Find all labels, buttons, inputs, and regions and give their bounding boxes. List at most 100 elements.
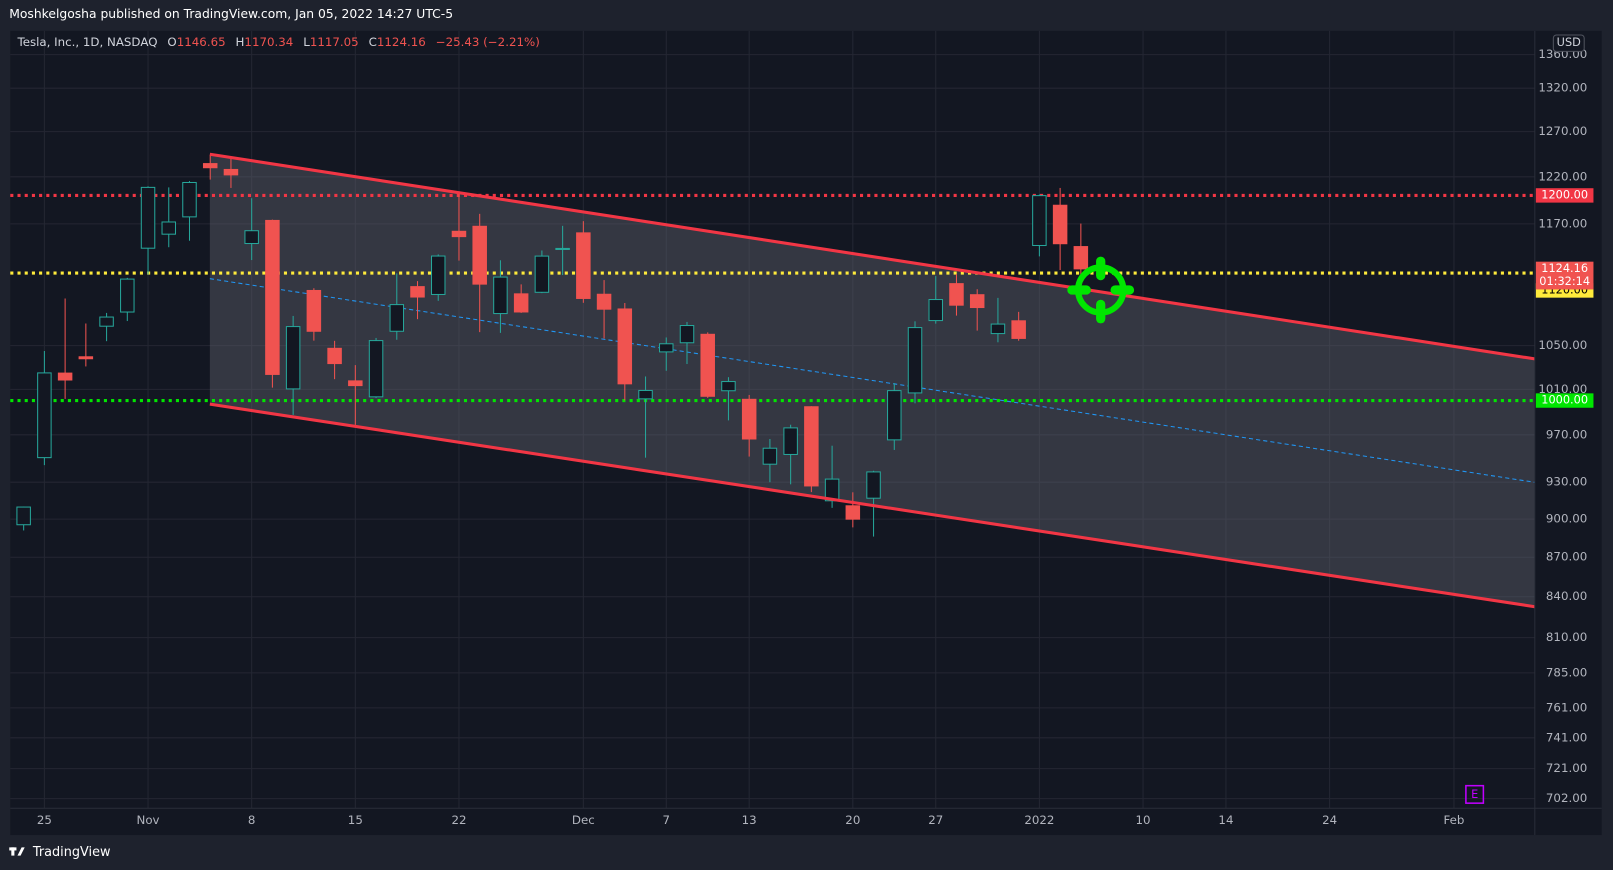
last-price-label: 1124.16 — [1541, 262, 1588, 275]
x-tick-label: Dec — [572, 813, 595, 827]
y-tick-label: 930.00 — [1546, 475, 1587, 489]
y-tick-label: 1170.00 — [1538, 216, 1587, 230]
x-tick-label: 10 — [1136, 813, 1151, 827]
y-tick-label: 1320.00 — [1538, 81, 1587, 95]
candle-body — [37, 372, 52, 459]
grid — [10, 30, 1535, 809]
candle-body — [57, 372, 73, 381]
candle-body — [638, 389, 653, 400]
y-tick-label: 702.00 — [1546, 791, 1587, 805]
x-tick-label: 13 — [742, 813, 757, 827]
candle-body — [430, 255, 446, 295]
candle-body — [513, 293, 529, 313]
footer-logo — [9, 847, 25, 856]
price-lines — [10, 193, 1535, 403]
channel-upper — [209, 152, 1536, 361]
candle-body — [555, 247, 570, 250]
candle-body — [576, 232, 591, 299]
y-tick-label: 785.00 — [1546, 665, 1587, 679]
candle-body — [1073, 246, 1089, 270]
ohlc-letter: L — [303, 35, 310, 49]
x-tick-label: 8 — [248, 813, 256, 827]
footer-brand: TradingView — [32, 845, 111, 860]
earnings-marker[interactable]: E — [1471, 788, 1478, 801]
candle-body — [410, 286, 425, 298]
candle-body — [472, 225, 487, 285]
candle-body — [223, 168, 239, 176]
legend: Tesla, Inc., 1D, NASDAQ O1146.65 H1170.3… — [16, 35, 539, 49]
low-value: 1117.05 — [310, 35, 359, 49]
candle-body — [1011, 320, 1026, 339]
y-tick-label: 840.00 — [1546, 589, 1587, 603]
candle-body — [78, 356, 94, 360]
countdown: 01:32:14 — [1539, 275, 1590, 288]
x-tick-label: 22 — [451, 813, 466, 827]
candle-body — [617, 308, 633, 385]
currency: USD — [1557, 36, 1581, 49]
candles — [16, 155, 1089, 537]
symbol: Tesla, Inc., 1D, NASDAQ — [16, 35, 157, 49]
candle-body — [306, 289, 322, 332]
x-tick-label: 2022 — [1024, 813, 1054, 827]
candle-body — [120, 278, 135, 313]
candle-body — [762, 447, 778, 465]
candle-body — [741, 398, 757, 440]
y-tick-label: 1220.00 — [1538, 169, 1587, 183]
x-tick-label: 27 — [928, 813, 943, 827]
y-tick-label: 1270.00 — [1538, 124, 1587, 138]
x-tick-label: 14 — [1218, 813, 1233, 827]
y-tick-label: 741.00 — [1546, 730, 1587, 744]
candle-body — [99, 316, 114, 327]
high-value: 1170.34 — [244, 35, 293, 49]
candle-body — [244, 230, 259, 245]
x-tick-label: 15 — [348, 813, 363, 827]
currency-box — [1552, 34, 1585, 52]
ohlc-letter: H — [236, 35, 245, 49]
y-tick-label: 810.00 — [1546, 630, 1587, 644]
candle-body — [327, 347, 342, 365]
candle-body — [368, 340, 384, 398]
price-line-label: 1000.00 — [1541, 394, 1588, 407]
candle-body — [990, 323, 1006, 335]
x-tick-label: Nov — [136, 813, 159, 827]
earnings-box[interactable] — [1465, 784, 1485, 804]
axis-labels: 1360.001320.001270.001220.001170.001050.… — [37, 47, 1594, 827]
target-icon — [1067, 256, 1135, 324]
close-value: 1124.16 — [377, 35, 426, 49]
candle-body — [804, 406, 819, 487]
candle-body — [866, 471, 881, 499]
last-price-box — [1535, 261, 1594, 290]
candle-body — [721, 381, 736, 392]
candle-body — [1052, 204, 1068, 245]
price-line-label: 1200.00 — [1541, 188, 1588, 201]
candle-body — [534, 255, 550, 293]
y-tick-label: 870.00 — [1546, 550, 1587, 564]
publisher-header: Moshkelgosha published on TradingView.co… — [9, 7, 453, 21]
x-tick-label: 20 — [845, 813, 860, 827]
candle-body — [182, 181, 197, 218]
channel-lower — [209, 402, 1536, 609]
price-line-label-box — [1535, 188, 1594, 203]
y-tick-label: 1010.00 — [1538, 382, 1587, 396]
candle-body — [659, 343, 674, 353]
y-tick-label: 1050.00 — [1538, 338, 1587, 352]
x-tick-label: 24 — [1322, 813, 1337, 827]
ohlc-letter: O — [167, 35, 176, 49]
candle-body — [1032, 195, 1047, 247]
candle-body — [783, 427, 798, 455]
ohlc-letter: C — [369, 35, 377, 49]
candle-body — [596, 293, 612, 310]
price-line-label-box — [1535, 393, 1594, 408]
candle-body — [202, 163, 218, 169]
open-value: 1146.65 — [177, 35, 226, 49]
channel-midline — [209, 278, 1535, 483]
candle-body — [949, 283, 964, 306]
y-tick-label: 900.00 — [1546, 512, 1587, 526]
candle-body — [969, 294, 985, 309]
x-tick-label: 7 — [663, 813, 671, 827]
y-tick-label: 721.00 — [1546, 761, 1587, 775]
y-tick-label: 761.00 — [1546, 700, 1587, 714]
candle-body — [161, 221, 177, 235]
